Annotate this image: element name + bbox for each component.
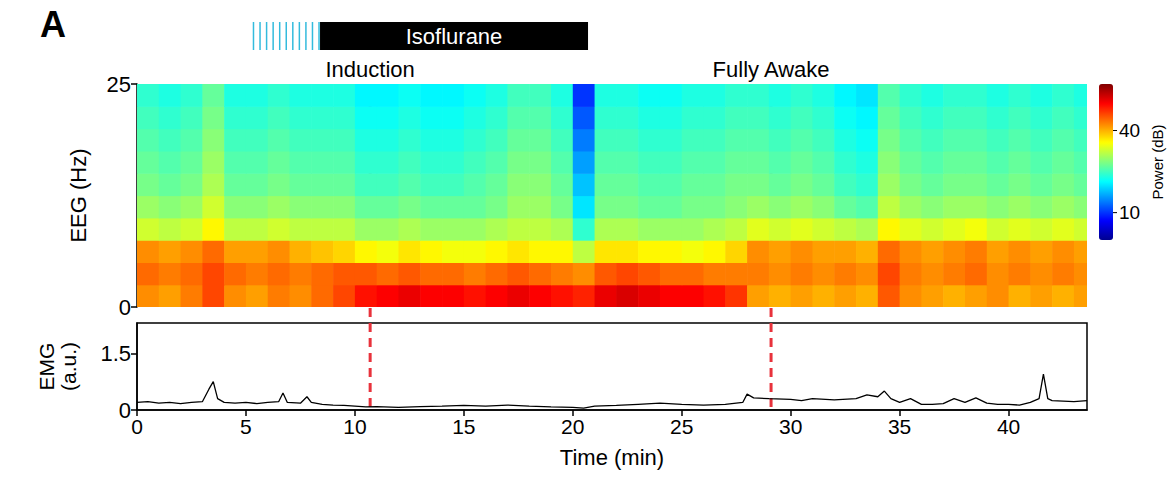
svg-text:Isoflurane: Isoflurane	[406, 24, 503, 49]
svg-text:0: 0	[131, 415, 143, 438]
svg-text:25: 25	[670, 415, 693, 438]
svg-text:0: 0	[119, 295, 131, 320]
svg-text:Time (min): Time (min)	[560, 445, 664, 470]
svg-text:EEG (Hz): EEG (Hz)	[66, 148, 91, 242]
svg-text:1.5: 1.5	[100, 341, 131, 366]
svg-text:40: 40	[997, 415, 1020, 438]
svg-text:Induction: Induction	[325, 57, 414, 82]
svg-text:20: 20	[561, 415, 584, 438]
svg-text:35: 35	[888, 415, 911, 438]
svg-text:25: 25	[107, 72, 131, 97]
svg-text:40: 40	[1119, 120, 1140, 141]
svg-text:5: 5	[240, 415, 252, 438]
svg-text:0: 0	[119, 398, 131, 423]
svg-text:Power (dB): Power (dB)	[1149, 124, 1166, 199]
svg-text:(a.u.): (a.u.)	[57, 342, 80, 391]
svg-text:30: 30	[779, 415, 802, 438]
svg-text:Fully Awake: Fully Awake	[713, 57, 830, 82]
svg-text:10: 10	[343, 415, 366, 438]
svg-text:A: A	[40, 4, 66, 45]
svg-text:EMG: EMG	[35, 343, 58, 391]
svg-text:15: 15	[452, 415, 475, 438]
svg-text:10: 10	[1119, 202, 1140, 223]
